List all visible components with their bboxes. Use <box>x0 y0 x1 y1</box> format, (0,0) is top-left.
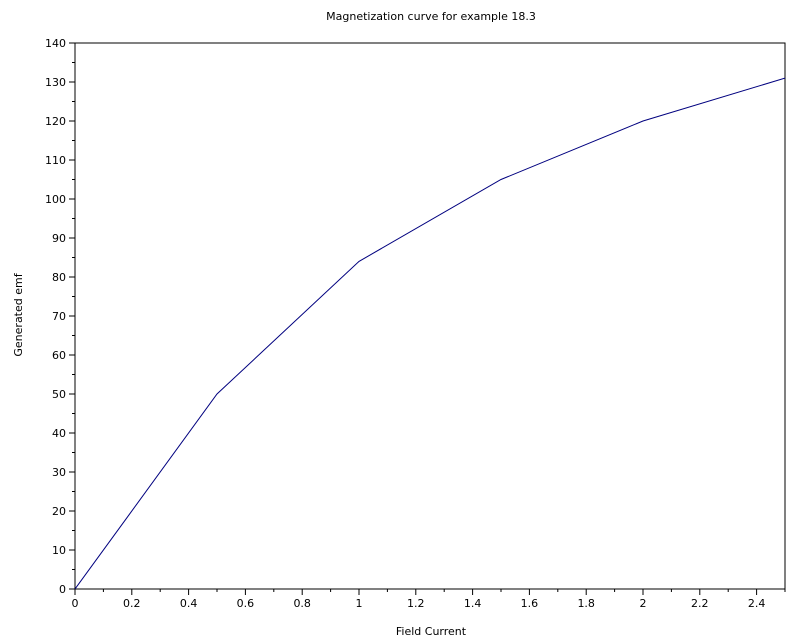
x-tick-label: 1.6 <box>521 597 539 610</box>
plot-frame <box>74 42 786 590</box>
x-tick-label: 0.6 <box>237 597 255 610</box>
y-tick-label: 20 <box>52 505 66 518</box>
y-tick-label: 90 <box>52 232 66 245</box>
y-tick-label: 40 <box>52 427 66 440</box>
y-tick-label: 50 <box>52 388 66 401</box>
y-tick-label: 120 <box>45 115 66 128</box>
x-tick-label: 0.2 <box>123 597 141 610</box>
x-tick-label: 1.2 <box>407 597 425 610</box>
x-tick-label: 1.4 <box>464 597 482 610</box>
y-tick-label: 0 <box>59 583 66 596</box>
x-tick-label: 2.2 <box>691 597 709 610</box>
series-line-0 <box>75 77 785 589</box>
y-tick-label: 130 <box>45 76 66 89</box>
y-tick-label: 110 <box>45 154 66 167</box>
y-tick-label: 100 <box>45 193 66 206</box>
y-tick-label: 140 <box>45 37 66 50</box>
plot-axes: 0 0.2 0.4 0.6 0.8 1 1.2 1.4 1.6 1.8 2 2.2 2.4 0 10 20 30… <box>45 37 786 610</box>
y-tick-label: 80 <box>52 271 66 284</box>
x-tick-label: 0.8 <box>293 597 311 610</box>
y-axis-label: Generated emf <box>12 272 25 356</box>
plot-series <box>75 77 785 589</box>
chart-title: Magnetization curve for example 18.3 <box>326 10 536 23</box>
x-tick-label: 1 <box>356 597 363 610</box>
y-tick-label: 30 <box>52 466 66 479</box>
x-axis-label: Field Current <box>396 625 467 638</box>
x-tick-label: 0 <box>72 597 79 610</box>
y-tick-label: 10 <box>52 544 66 557</box>
y-tick-label: 60 <box>52 349 66 362</box>
x-tick-label: 2.4 <box>748 597 766 610</box>
y-tick-label: 70 <box>52 310 66 323</box>
x-tick-label: 0.4 <box>180 597 198 610</box>
x-tick-label: 2 <box>640 597 647 610</box>
x-tick-label: 1.8 <box>577 597 595 610</box>
